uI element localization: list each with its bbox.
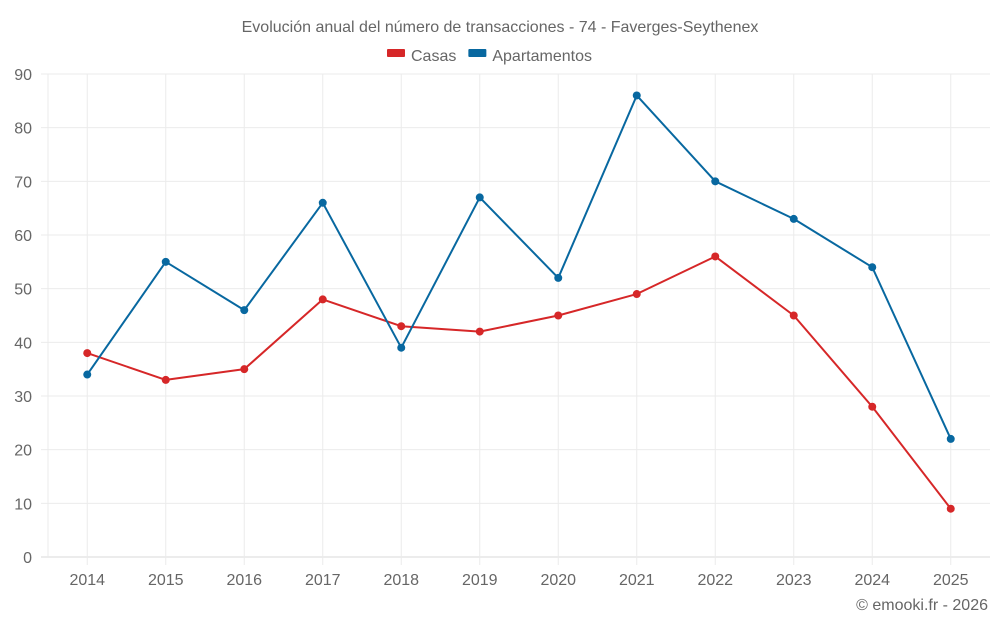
data-point-apartamentos[interactable] — [83, 370, 92, 379]
x-tick-label: 2018 — [383, 572, 419, 589]
y-tick-label: 80 — [14, 121, 32, 138]
data-point-apartamentos[interactable] — [318, 198, 327, 207]
x-tick-label: 2019 — [462, 572, 498, 589]
x-tick-label: 2014 — [69, 572, 105, 589]
series-group — [83, 91, 955, 513]
legend-swatch — [387, 49, 405, 57]
data-point-casas[interactable] — [397, 322, 406, 331]
data-point-apartamentos[interactable] — [632, 91, 641, 100]
data-point-casas[interactable] — [161, 375, 170, 384]
x-tick-label: 2021 — [619, 572, 655, 589]
x-tick-label: 2015 — [148, 572, 184, 589]
data-point-casas[interactable] — [83, 349, 92, 358]
data-point-apartamentos[interactable] — [946, 434, 955, 443]
x-tick-label: 2024 — [854, 572, 890, 589]
legend-item-label[interactable]: Casas — [411, 48, 456, 65]
data-point-apartamentos[interactable] — [240, 306, 249, 315]
data-point-casas[interactable] — [711, 252, 720, 261]
legend-swatch — [468, 49, 487, 57]
data-point-casas[interactable] — [554, 311, 563, 320]
x-tick-label: 2022 — [697, 572, 733, 589]
x-tick-label: 2023 — [776, 572, 812, 589]
x-tick-label: 2017 — [305, 572, 341, 589]
data-point-apartamentos[interactable] — [711, 177, 720, 186]
y-tick-label: 90 — [14, 67, 32, 84]
data-point-apartamentos[interactable] — [868, 263, 877, 272]
y-tick-label: 0 — [23, 550, 32, 567]
x-tick-label: 2020 — [540, 572, 576, 589]
y-tick-label: 60 — [14, 228, 32, 245]
data-point-casas[interactable] — [868, 402, 877, 411]
data-point-casas[interactable] — [946, 504, 955, 513]
data-point-casas[interactable] — [240, 365, 249, 374]
chart-title: Evolución anual del número de transaccio… — [242, 19, 759, 36]
credit-text: © emooki.fr - 2026 — [856, 597, 988, 614]
data-point-apartamentos[interactable] — [554, 273, 563, 282]
data-point-casas[interactable] — [632, 290, 641, 299]
y-tick-label: 50 — [14, 282, 32, 299]
data-point-apartamentos[interactable] — [397, 343, 406, 352]
legend: Casas Apartamentos — [387, 48, 592, 65]
y-tick-label: 10 — [14, 496, 32, 513]
data-point-casas[interactable] — [789, 311, 798, 320]
y-tick-label: 20 — [14, 443, 32, 460]
grid — [41, 73, 990, 565]
series-line-casas — [86, 255, 952, 510]
data-point-casas[interactable] — [475, 327, 484, 336]
legend-item-label[interactable]: Apartamentos — [492, 48, 592, 65]
data-point-apartamentos[interactable] — [789, 214, 798, 223]
data-point-casas[interactable] — [318, 295, 327, 304]
x-tick-label: 2025 — [933, 572, 969, 589]
data-point-apartamentos[interactable] — [161, 257, 170, 266]
x-tick-label: 2016 — [226, 572, 262, 589]
axes: 0 10 20 30 40 50 60 70 80 90 2014 2015 2016 2017 2018 2… — [14, 67, 968, 589]
series-line-apartamentos — [86, 94, 952, 440]
y-tick-label: 40 — [14, 335, 32, 352]
y-tick-label: 30 — [14, 389, 32, 406]
y-tick-label: 70 — [14, 174, 32, 191]
data-point-apartamentos[interactable] — [475, 193, 484, 202]
